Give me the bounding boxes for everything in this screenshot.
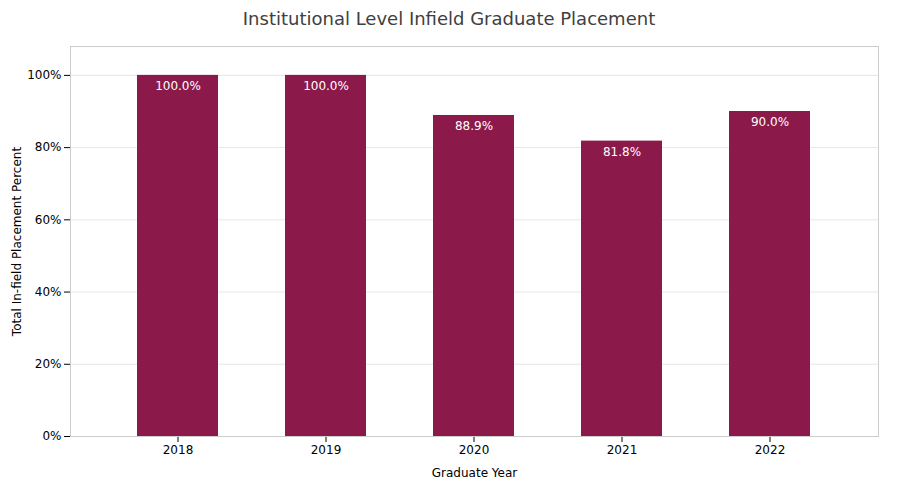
svg-text:90.0%: 90.0% [751, 115, 789, 129]
svg-text:60%: 60% [35, 213, 62, 227]
svg-text:2018: 2018 [163, 443, 194, 457]
svg-text:Graduate Year: Graduate Year [432, 466, 518, 480]
svg-text:2021: 2021 [607, 443, 638, 457]
svg-text:80%: 80% [35, 140, 62, 154]
svg-text:100.0%: 100.0% [303, 79, 349, 93]
svg-text:Total In-field Placement Perce: Total In-field Placement Percent [10, 147, 24, 338]
svg-text:20%: 20% [35, 357, 62, 371]
svg-text:2020: 2020 [459, 443, 490, 457]
svg-text:2019: 2019 [311, 443, 342, 457]
html-text:Institutional Level Infield Gr: Institutional Level Infield Graduate Pla… [242, 8, 656, 29]
svg-text:0%: 0% [42, 429, 61, 443]
svg-text:81.8%: 81.8% [603, 145, 641, 159]
svg-text:100.0%: 100.0% [155, 79, 201, 93]
svg-text:100%: 100% [27, 68, 61, 82]
svg-text:2022: 2022 [755, 443, 786, 457]
svg-text:88.9%: 88.9% [455, 119, 493, 133]
svg-text:40%: 40% [35, 285, 62, 299]
